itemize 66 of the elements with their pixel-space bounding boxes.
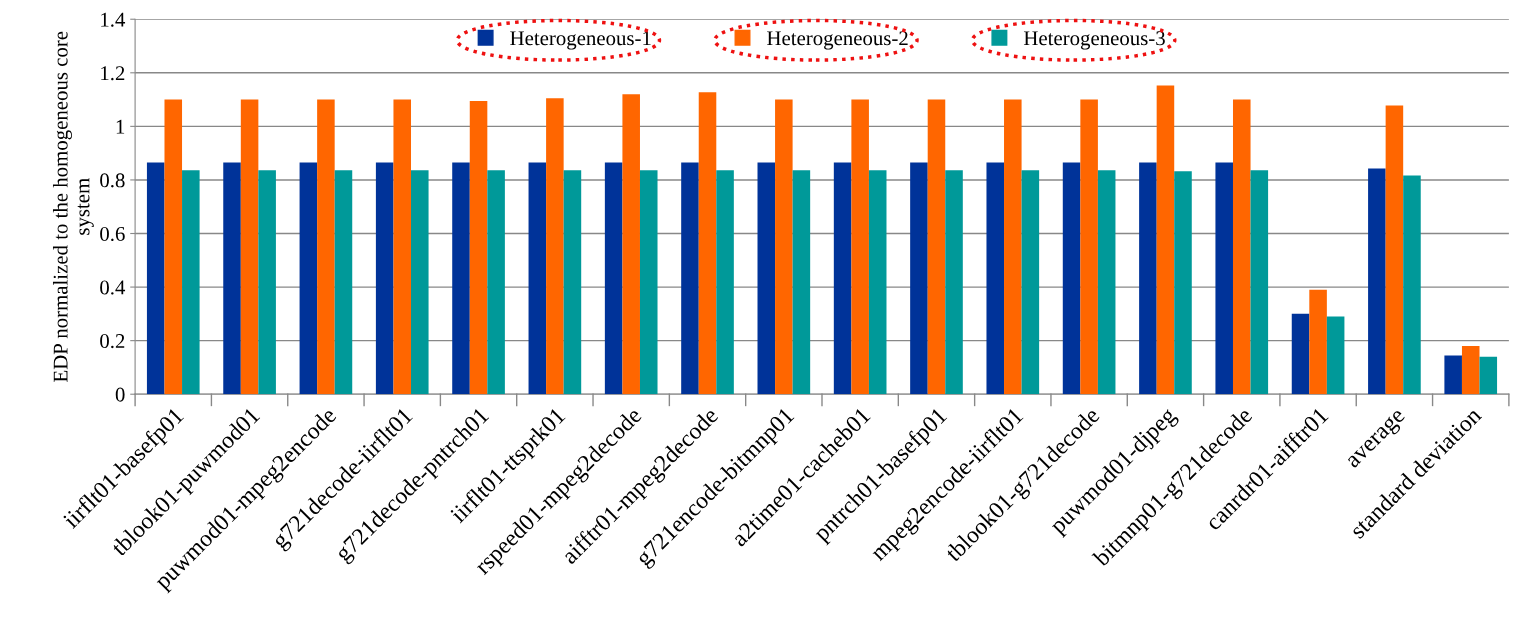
bar	[317, 99, 335, 395]
bar	[546, 98, 564, 395]
y-axis-title: EDP normalized to the homogeneous core system	[52, 31, 94, 382]
bar	[452, 162, 470, 395]
bar	[1479, 356, 1498, 395]
bar	[792, 170, 811, 395]
legend-label: Heterogeneous-3	[1023, 31, 1165, 50]
bar	[716, 170, 734, 395]
bar	[639, 170, 658, 395]
bar	[469, 100, 488, 395]
bar	[1368, 168, 1386, 395]
bar	[164, 99, 183, 395]
bar	[1250, 170, 1269, 395]
legend-label: Heterogeneous-2	[767, 31, 908, 50]
bar	[1215, 162, 1233, 395]
bar	[223, 162, 241, 395]
bar	[851, 99, 869, 395]
bar	[910, 162, 928, 395]
bar	[375, 162, 394, 395]
y-tick-label: 1.2	[101, 66, 125, 81]
bar	[258, 170, 276, 395]
bar	[182, 170, 200, 395]
bar	[868, 170, 887, 395]
legend-label: Heterogeneous-1	[510, 31, 651, 50]
bar	[622, 94, 640, 395]
bar	[681, 162, 699, 395]
bar	[528, 162, 547, 395]
bar	[945, 170, 963, 395]
bar	[487, 170, 505, 395]
bar	[833, 162, 852, 395]
bar	[1004, 99, 1022, 395]
bar	[411, 170, 429, 395]
bar	[1461, 346, 1480, 395]
bar	[1062, 162, 1081, 395]
y-tick-label: 0.6	[100, 226, 125, 242]
bar	[1097, 170, 1116, 395]
bar	[698, 92, 717, 395]
bar	[1403, 175, 1421, 395]
bar	[1326, 316, 1345, 395]
bar	[1021, 170, 1040, 395]
bar	[563, 170, 582, 395]
bar	[1309, 289, 1327, 395]
y-tick-label: 0.8	[100, 173, 125, 188]
bar	[604, 162, 623, 395]
bar	[334, 170, 353, 395]
y-tick-label: 0	[115, 387, 125, 402]
y-tick-label: 0.2	[100, 334, 125, 349]
bar	[1174, 171, 1192, 395]
bar	[986, 162, 1005, 395]
bar	[299, 162, 318, 395]
bar	[757, 162, 776, 395]
bar	[927, 99, 946, 395]
y-tick-label: 1	[116, 119, 125, 134]
bar	[1385, 105, 1404, 395]
bar	[1291, 313, 1310, 395]
y-tick-label: 1.4	[101, 12, 126, 27]
bar	[1139, 162, 1157, 395]
bar	[240, 99, 259, 395]
bar	[1080, 99, 1098, 395]
bar	[393, 99, 411, 395]
bar	[775, 99, 793, 395]
y-tick-label: 0.4	[100, 280, 126, 295]
bar	[1444, 355, 1462, 395]
bar	[146, 162, 165, 395]
bar	[1156, 85, 1175, 395]
bar	[1232, 99, 1251, 395]
